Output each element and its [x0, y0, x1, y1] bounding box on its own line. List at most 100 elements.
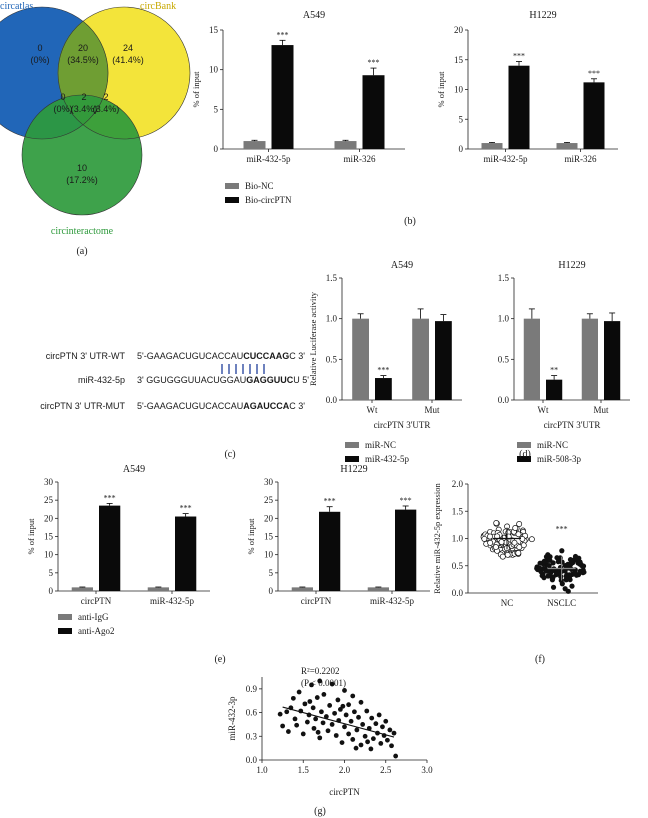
dot-nsclc: [555, 570, 561, 577]
scatter-point: [369, 715, 375, 721]
y-tick-label: 0.9: [246, 684, 258, 694]
scatter-point: [350, 693, 356, 699]
scatter-point: [339, 740, 345, 746]
y-tick-label: 25: [44, 495, 54, 505]
seq-wt-site: CUCCAAG: [243, 351, 289, 361]
legend-label: miR-508-3p: [537, 454, 581, 464]
y-tick-label: 30: [264, 477, 274, 487]
x-tick-label: miR-432-5p: [150, 596, 194, 606]
scatter-point: [346, 702, 352, 708]
y-tick-label: 1.5: [498, 273, 510, 283]
dot-nsclc: [568, 566, 575, 573]
significance-label: ***: [513, 52, 525, 61]
chart-f: 0.0 0.5 1.0 1.5 2.0 Relative miR-432-5p expre…: [432, 479, 598, 608]
dot-nc: [512, 525, 519, 531]
scatter-point: [300, 731, 306, 737]
venn-count: 20: [78, 43, 88, 53]
venn-pct: (3.4%): [93, 104, 120, 114]
y-tick-label: 0: [459, 144, 464, 154]
dot-nsclc: [569, 583, 575, 589]
dot-nc: [481, 535, 488, 542]
annotation-r2: R²=0.2202: [301, 666, 340, 676]
bar-bio-nc: [243, 141, 266, 149]
dot-nc: [515, 531, 522, 538]
y-tick-label: 0.6: [246, 708, 258, 718]
y-axis-label: % of input: [246, 518, 256, 555]
significance-label: ***: [104, 493, 116, 502]
significance-label: ***: [588, 69, 600, 78]
scatter-point: [380, 724, 385, 730]
scatter-point: [376, 712, 382, 718]
y-tick-label: 0: [214, 144, 219, 154]
scatter-point: [327, 703, 333, 708]
bar-mir-nc: [523, 318, 540, 400]
scatter-point: [365, 739, 370, 745]
chart-title: H1229: [558, 260, 585, 271]
y-axis-label: miR-432-3p: [227, 696, 237, 740]
scatter-point: [342, 688, 347, 693]
x-tick-label: 1.5: [298, 765, 310, 775]
bar-anti-igg: [147, 587, 169, 591]
venn-count: 0: [37, 43, 42, 53]
scatter-point: [393, 753, 399, 759]
scatter-point: [320, 720, 326, 726]
dot-nsclc: [546, 562, 552, 569]
y-tick-label: 20: [44, 513, 54, 523]
dot-nc: [528, 536, 535, 543]
seq-mut-pre: 5'-GAAGACUGUCACCAU: [137, 401, 243, 411]
bar-bio-circptn: [271, 45, 294, 149]
dot-nc: [516, 521, 523, 527]
y-tick-label: 5: [49, 568, 54, 578]
venn-diagram: circatlas circBank circinteractome 0 (0%…: [0, 1, 191, 237]
x-tick-label: 2.5: [380, 765, 392, 775]
significance-label: **: [550, 366, 558, 375]
dot-nc: [487, 533, 493, 540]
seq-wt-post: C 3': [289, 351, 305, 361]
bar-anti-ago2: [395, 509, 417, 591]
y-tick-label: 0: [49, 586, 54, 596]
dot-nsclc: [539, 573, 545, 579]
scatter-point: [284, 709, 290, 715]
dot-nsclc: [548, 569, 554, 576]
x-axis-label: circPTN 3'UTR: [544, 420, 601, 430]
panel-label-c: (c): [224, 449, 235, 460]
x-tick-label: miR-432-5p: [370, 596, 414, 606]
scatter-point: [302, 701, 308, 707]
significance-label: ***: [556, 524, 568, 533]
scatter-point: [356, 714, 361, 720]
chart-g: 0.0 0.3 0.6 0.9 1.0 1.5 2.0 2.5 3.0 miR-432-3p cir…: [227, 666, 433, 797]
scatter-point: [311, 725, 317, 731]
x-tick-label: 1.0: [256, 765, 268, 775]
bar-bio-nc: [334, 141, 357, 149]
scatter-point: [362, 733, 368, 739]
x-tick-label: Wt: [367, 405, 378, 415]
dot-nsclc: [565, 588, 571, 594]
bar-anti-ago2: [175, 516, 197, 591]
scatter-point: [387, 727, 393, 733]
chart-title: H1229: [340, 464, 367, 475]
chart-title: A549: [391, 260, 413, 271]
seq-mirna: 3' GGUGGGUUACUGGAUGAGGUUCU 5': [137, 375, 309, 385]
y-tick-label: 5: [269, 568, 274, 578]
dot-nsclc: [562, 568, 568, 574]
scatter-point: [389, 743, 394, 749]
venn-count: 10: [77, 163, 87, 173]
venn-count: 2: [81, 92, 86, 102]
panel-label-b: (b): [404, 216, 416, 227]
venn-pct: (41.4%): [112, 55, 144, 65]
legend-swatch: [517, 456, 531, 462]
legend-swatch: [345, 442, 359, 448]
pairing-lines: [221, 364, 265, 374]
dot-nsclc: [559, 548, 565, 554]
y-axis-label: Relative miR-432-5p expression: [432, 483, 442, 594]
scatter-point: [358, 742, 364, 748]
scatter-point: [317, 735, 323, 741]
scatter-point: [325, 728, 331, 734]
legend-label: miR-432-5p: [365, 454, 409, 464]
legend-swatch: [345, 456, 359, 462]
y-tick-label: 15: [209, 25, 219, 35]
scatter-point: [292, 716, 298, 722]
y-tick-label: 15: [454, 55, 464, 65]
scatter-point: [343, 712, 349, 718]
scatter-point: [307, 699, 313, 704]
